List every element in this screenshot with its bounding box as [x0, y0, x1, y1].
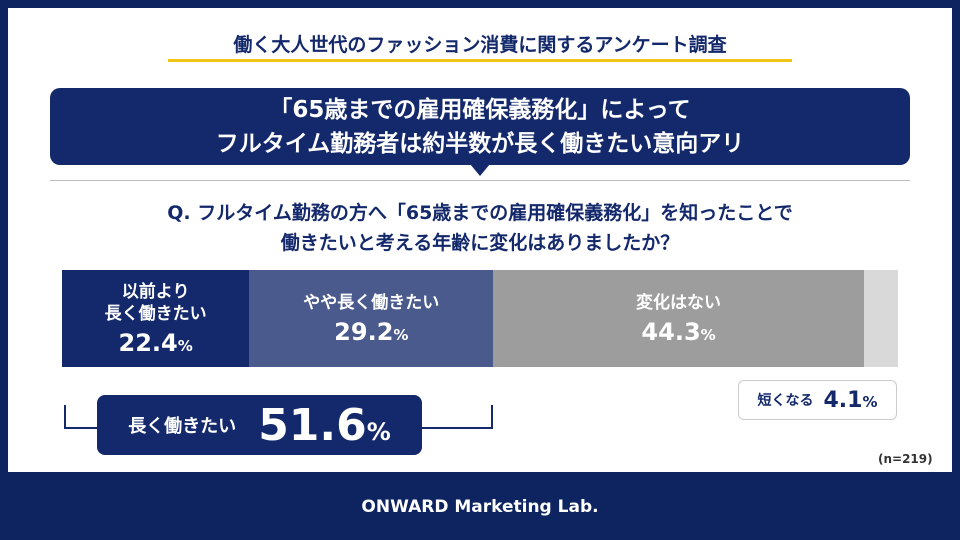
summary-number: 51.6 — [258, 399, 367, 451]
segment-name: 変化はない — [636, 292, 722, 313]
unit: % — [700, 325, 716, 344]
bracket — [491, 405, 494, 429]
value-number: 29.2 — [334, 317, 394, 346]
headline-pointer — [470, 164, 490, 176]
bar-segment: 以前より 長く働きたい 22.4% — [62, 270, 250, 367]
summary-label: 長く働きたい — [128, 416, 237, 437]
headline-line: フルタイム勤務者は約半数が長く働きたい意向アリ — [215, 131, 745, 157]
survey-title: 働く大人世代のファッション消費に関するアンケート調査 — [233, 34, 727, 56]
sample-note: (n=219) — [878, 452, 933, 466]
separator — [50, 180, 910, 181]
headline-line: 「65歳までの雇用確保義務化」によって — [269, 97, 691, 123]
headline-box: 「65歳までの雇用確保義務化」によって フルタイム勤務者は約半数が長く働きたい意… — [50, 88, 910, 165]
bracket — [422, 427, 494, 429]
segment-name: やや長く働きたい — [303, 292, 440, 313]
unit: % — [366, 417, 391, 446]
summary-box: 長く働きたい 51.6% — [97, 395, 422, 455]
callout: 短くなる 4.1% — [738, 380, 897, 420]
unit: % — [177, 336, 193, 355]
value-label: 22.4% — [62, 329, 249, 357]
title-underline — [168, 59, 792, 62]
bracket — [64, 427, 97, 429]
value-number: 22.4 — [118, 328, 178, 357]
value-label: 44.3% — [493, 318, 863, 346]
value-label: 4.1% — [823, 388, 877, 413]
segment-name: 以前より 長く働きたい — [104, 281, 207, 324]
unit: % — [862, 392, 878, 411]
summary-value: 51.6% — [258, 400, 391, 451]
unit: % — [393, 325, 409, 344]
question-line: Q. フルタイム勤務の方へ「65歳までの雇用確保義務化」を知ったことで — [167, 202, 793, 224]
bracket — [64, 405, 66, 429]
question-line: 働きたいと考える年齢に変化はありましたか？ — [280, 232, 680, 254]
bar-segment — [863, 270, 898, 367]
brand: ONWARD Marketing Lab. — [361, 497, 599, 517]
question: Q. フルタイム勤務の方へ「65歳までの雇用確保義務化」を知ったことで 働きたい… — [0, 198, 960, 258]
value-label: 29.2% — [249, 318, 493, 346]
value-number: 4.1 — [823, 387, 863, 413]
bar-segment: 変化はない 44.3% — [493, 270, 864, 367]
segment-name: 短くなる — [757, 393, 814, 409]
value-number: 44.3 — [641, 317, 701, 346]
bar-segment: やや長く働きたい 29.2% — [249, 270, 494, 367]
